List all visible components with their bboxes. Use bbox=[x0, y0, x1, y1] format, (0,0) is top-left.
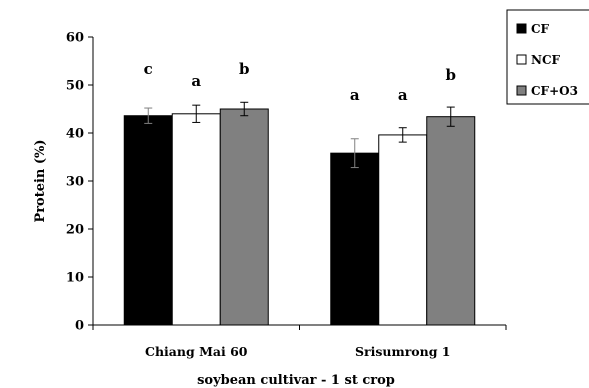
x-axis-label: soybean cultivar - 1 st crop bbox=[197, 373, 395, 388]
significance-letter: a bbox=[191, 72, 201, 90]
category-labels: Chiang Mai 60 Srisumrong 1 bbox=[145, 344, 451, 359]
y-tick-label: 0 bbox=[75, 319, 84, 334]
bars bbox=[123, 101, 476, 326]
bar bbox=[378, 134, 428, 326]
significance-letter: c bbox=[144, 60, 153, 78]
bar bbox=[426, 116, 476, 326]
bar bbox=[171, 113, 221, 326]
bar bbox=[123, 115, 173, 326]
legend-label: CF+O3 bbox=[531, 84, 578, 98]
x-tick-label: Chiang Mai 60 bbox=[145, 344, 248, 359]
x-tick-label: Srisumrong 1 bbox=[355, 344, 451, 359]
bar bbox=[330, 152, 380, 326]
legend: CF NCF CF+O3 bbox=[506, 9, 589, 105]
legend-swatch bbox=[516, 85, 527, 96]
significance-letter: a bbox=[398, 86, 408, 104]
significance-letter: b bbox=[239, 60, 250, 78]
significance-letter: a bbox=[350, 86, 360, 104]
y-axis-label: Protein (%) bbox=[33, 139, 48, 222]
y-tick-label: 40 bbox=[66, 127, 84, 142]
bar bbox=[219, 108, 269, 326]
y-tick-label: 60 bbox=[66, 31, 84, 46]
legend-label: CF bbox=[531, 22, 550, 36]
y-tick-label: 50 bbox=[66, 79, 84, 94]
legend-label: NCF bbox=[531, 53, 561, 67]
legend-swatch bbox=[516, 54, 527, 65]
y-tick-label: 30 bbox=[66, 175, 84, 190]
significance-letters: c a b a a b bbox=[144, 60, 456, 104]
y-tick-label: 20 bbox=[66, 223, 84, 238]
significance-letter: b bbox=[446, 66, 457, 84]
legend-swatch bbox=[516, 23, 527, 34]
y-tick-label: 10 bbox=[66, 271, 84, 286]
